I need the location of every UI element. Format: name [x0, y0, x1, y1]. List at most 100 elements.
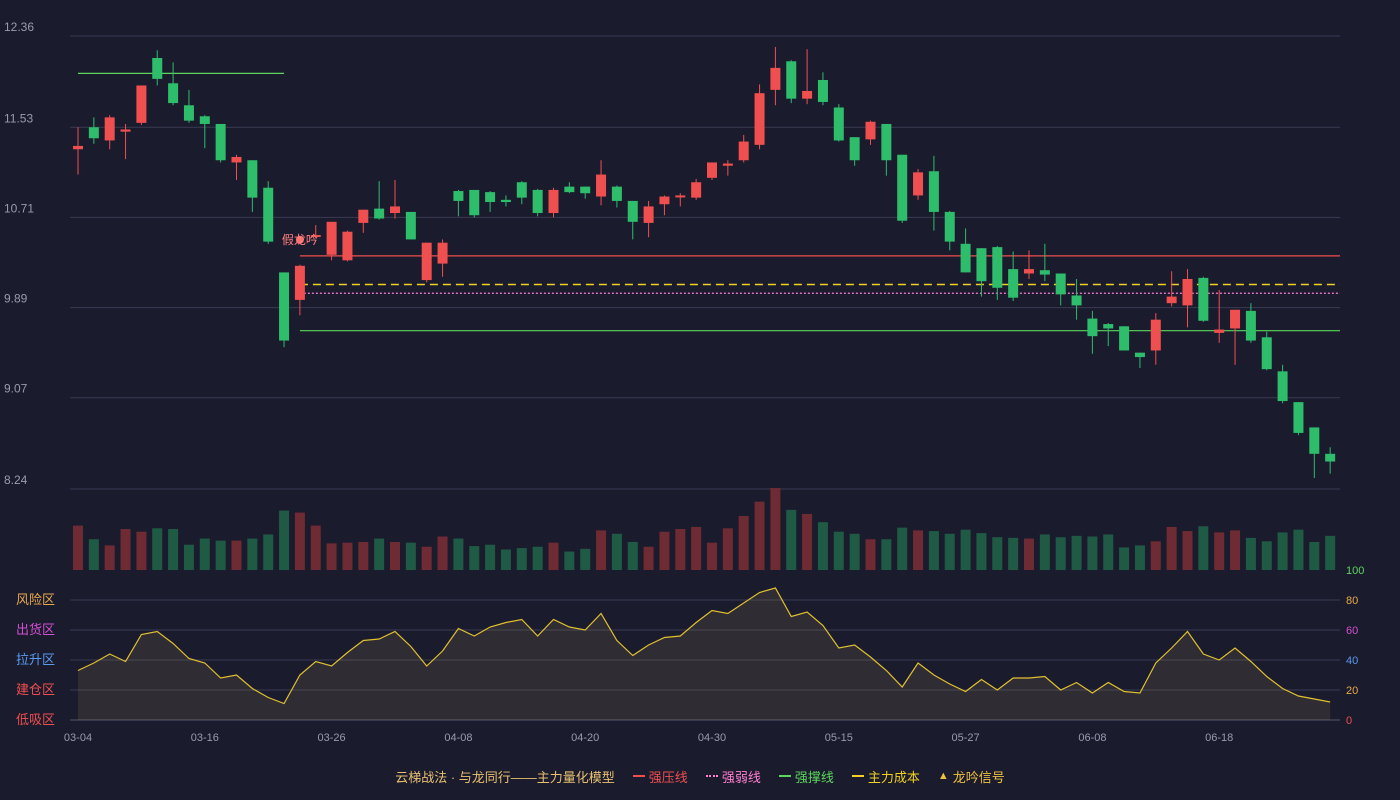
x-tick-label: 04-08 [444, 732, 472, 744]
osc-tick-label: 60 [1346, 625, 1358, 637]
volume-bar [1024, 538, 1034, 570]
volume-bar [738, 516, 749, 570]
candle-body [199, 116, 210, 124]
legend-label: 龙吟信号 [952, 769, 1005, 785]
volume-bar [1309, 541, 1320, 570]
candle-body [1230, 309, 1241, 329]
volume-bar [342, 542, 353, 570]
volume-bar [1325, 535, 1336, 570]
solid-line-icon [778, 775, 791, 777]
volume-bar [1214, 532, 1225, 570]
signal-marker [295, 235, 304, 244]
candle-body [1134, 352, 1145, 358]
volume-bar [1150, 541, 1161, 570]
volume-bar [881, 539, 892, 570]
candle-body [1245, 310, 1256, 341]
volume-bar [1103, 534, 1114, 570]
oscillator-line [77, 587, 1331, 705]
candle-body [564, 186, 575, 193]
candlestick-chart: 12.36 11.53 10.71 9.89 9.07 8.24 100 80 60 40 20 0 风… [4, 20, 1364, 744]
volume-bar [643, 546, 654, 570]
triangle-icon: ▲ [937, 770, 949, 782]
candle-body [976, 248, 987, 282]
volume-bar [1293, 529, 1304, 570]
volume-bar [675, 529, 686, 570]
osc-tick-label: 80 [1346, 595, 1358, 607]
candle-body [897, 154, 908, 221]
zone-label: 风险区 [16, 592, 55, 607]
candle-body [833, 107, 844, 141]
y-tick-label: 9.89 [4, 292, 28, 306]
candle-body [754, 93, 765, 145]
candle-body [1214, 329, 1225, 333]
candle-body [675, 195, 686, 198]
x-tick-label: 05-27 [952, 732, 980, 744]
volume-bar [944, 533, 955, 570]
osc-tick-label: 0 [1346, 715, 1352, 727]
candle-body [1166, 296, 1177, 304]
y-tick-label: 9.07 [4, 382, 28, 396]
legend-item-support-line: 强撑线 [778, 767, 834, 786]
candle-body [1293, 402, 1304, 433]
candle-body [928, 171, 939, 212]
volume-bar [897, 527, 908, 570]
volume-bar [833, 531, 844, 570]
volume-bar [548, 542, 559, 570]
volume-bar [865, 539, 876, 570]
volume-bar [247, 538, 258, 570]
candle-body [1182, 278, 1193, 306]
candle-body [1325, 453, 1336, 462]
candle-body [279, 272, 290, 341]
candle-body [500, 199, 511, 203]
volume-bar [88, 539, 99, 570]
candle-body [722, 163, 733, 166]
legend-item-pressure-line: 强压线 [632, 767, 688, 786]
candle-body [1198, 277, 1209, 321]
volume-bar [358, 541, 369, 570]
volume-bar [611, 533, 622, 570]
zone-label: 建仓区 [16, 682, 55, 697]
legend-item-main-cost: 主力成本 [851, 767, 920, 786]
volume-bar [1245, 537, 1256, 570]
volume-bar [817, 522, 828, 570]
volume-bar [976, 533, 987, 570]
volume-bar [1134, 545, 1145, 570]
volume-bar [564, 551, 575, 570]
volume-bar [199, 538, 210, 570]
volume-bar [707, 542, 717, 570]
volume-bar [183, 544, 194, 570]
y-tick-label: 12.36 [4, 20, 34, 34]
candle-body [374, 208, 385, 219]
candle-body [1150, 319, 1161, 351]
legend-item-strength-line: 强弱线 [705, 767, 761, 786]
candle-body [707, 162, 717, 178]
candle-body [960, 243, 971, 273]
volume-bar [453, 538, 464, 570]
volume-bar [1119, 547, 1130, 570]
candle-body [1055, 273, 1066, 295]
candle-body [405, 211, 416, 240]
solid-line-icon [632, 775, 645, 777]
candle-body [1119, 326, 1130, 351]
volume-bar [120, 529, 131, 570]
y-tick-label: 10.71 [4, 201, 34, 215]
volume-bar [1182, 531, 1193, 570]
volume-bar [1277, 532, 1288, 570]
candle-body [881, 123, 892, 161]
candle-body [390, 206, 400, 214]
candle-body [596, 174, 607, 197]
chart-legend: 云梯战法 · 与龙同行——主力量化模型 强压线 强弱线 强撑线 主力成本 ▲ 龙… [0, 766, 1400, 786]
x-tick-label: 06-08 [1078, 732, 1106, 744]
candle-body [263, 187, 274, 242]
volume-bar [437, 536, 448, 570]
candle-body [453, 191, 464, 201]
volume-bar [136, 531, 147, 570]
volume-bar [596, 530, 607, 570]
legend-label: 强压线 [648, 769, 688, 785]
volume-bar [73, 525, 83, 570]
volume-bar [516, 548, 527, 570]
zone-label: 出货区 [16, 622, 55, 637]
candle-body [231, 156, 242, 163]
candle-body [659, 196, 670, 205]
candle-body [944, 211, 955, 242]
